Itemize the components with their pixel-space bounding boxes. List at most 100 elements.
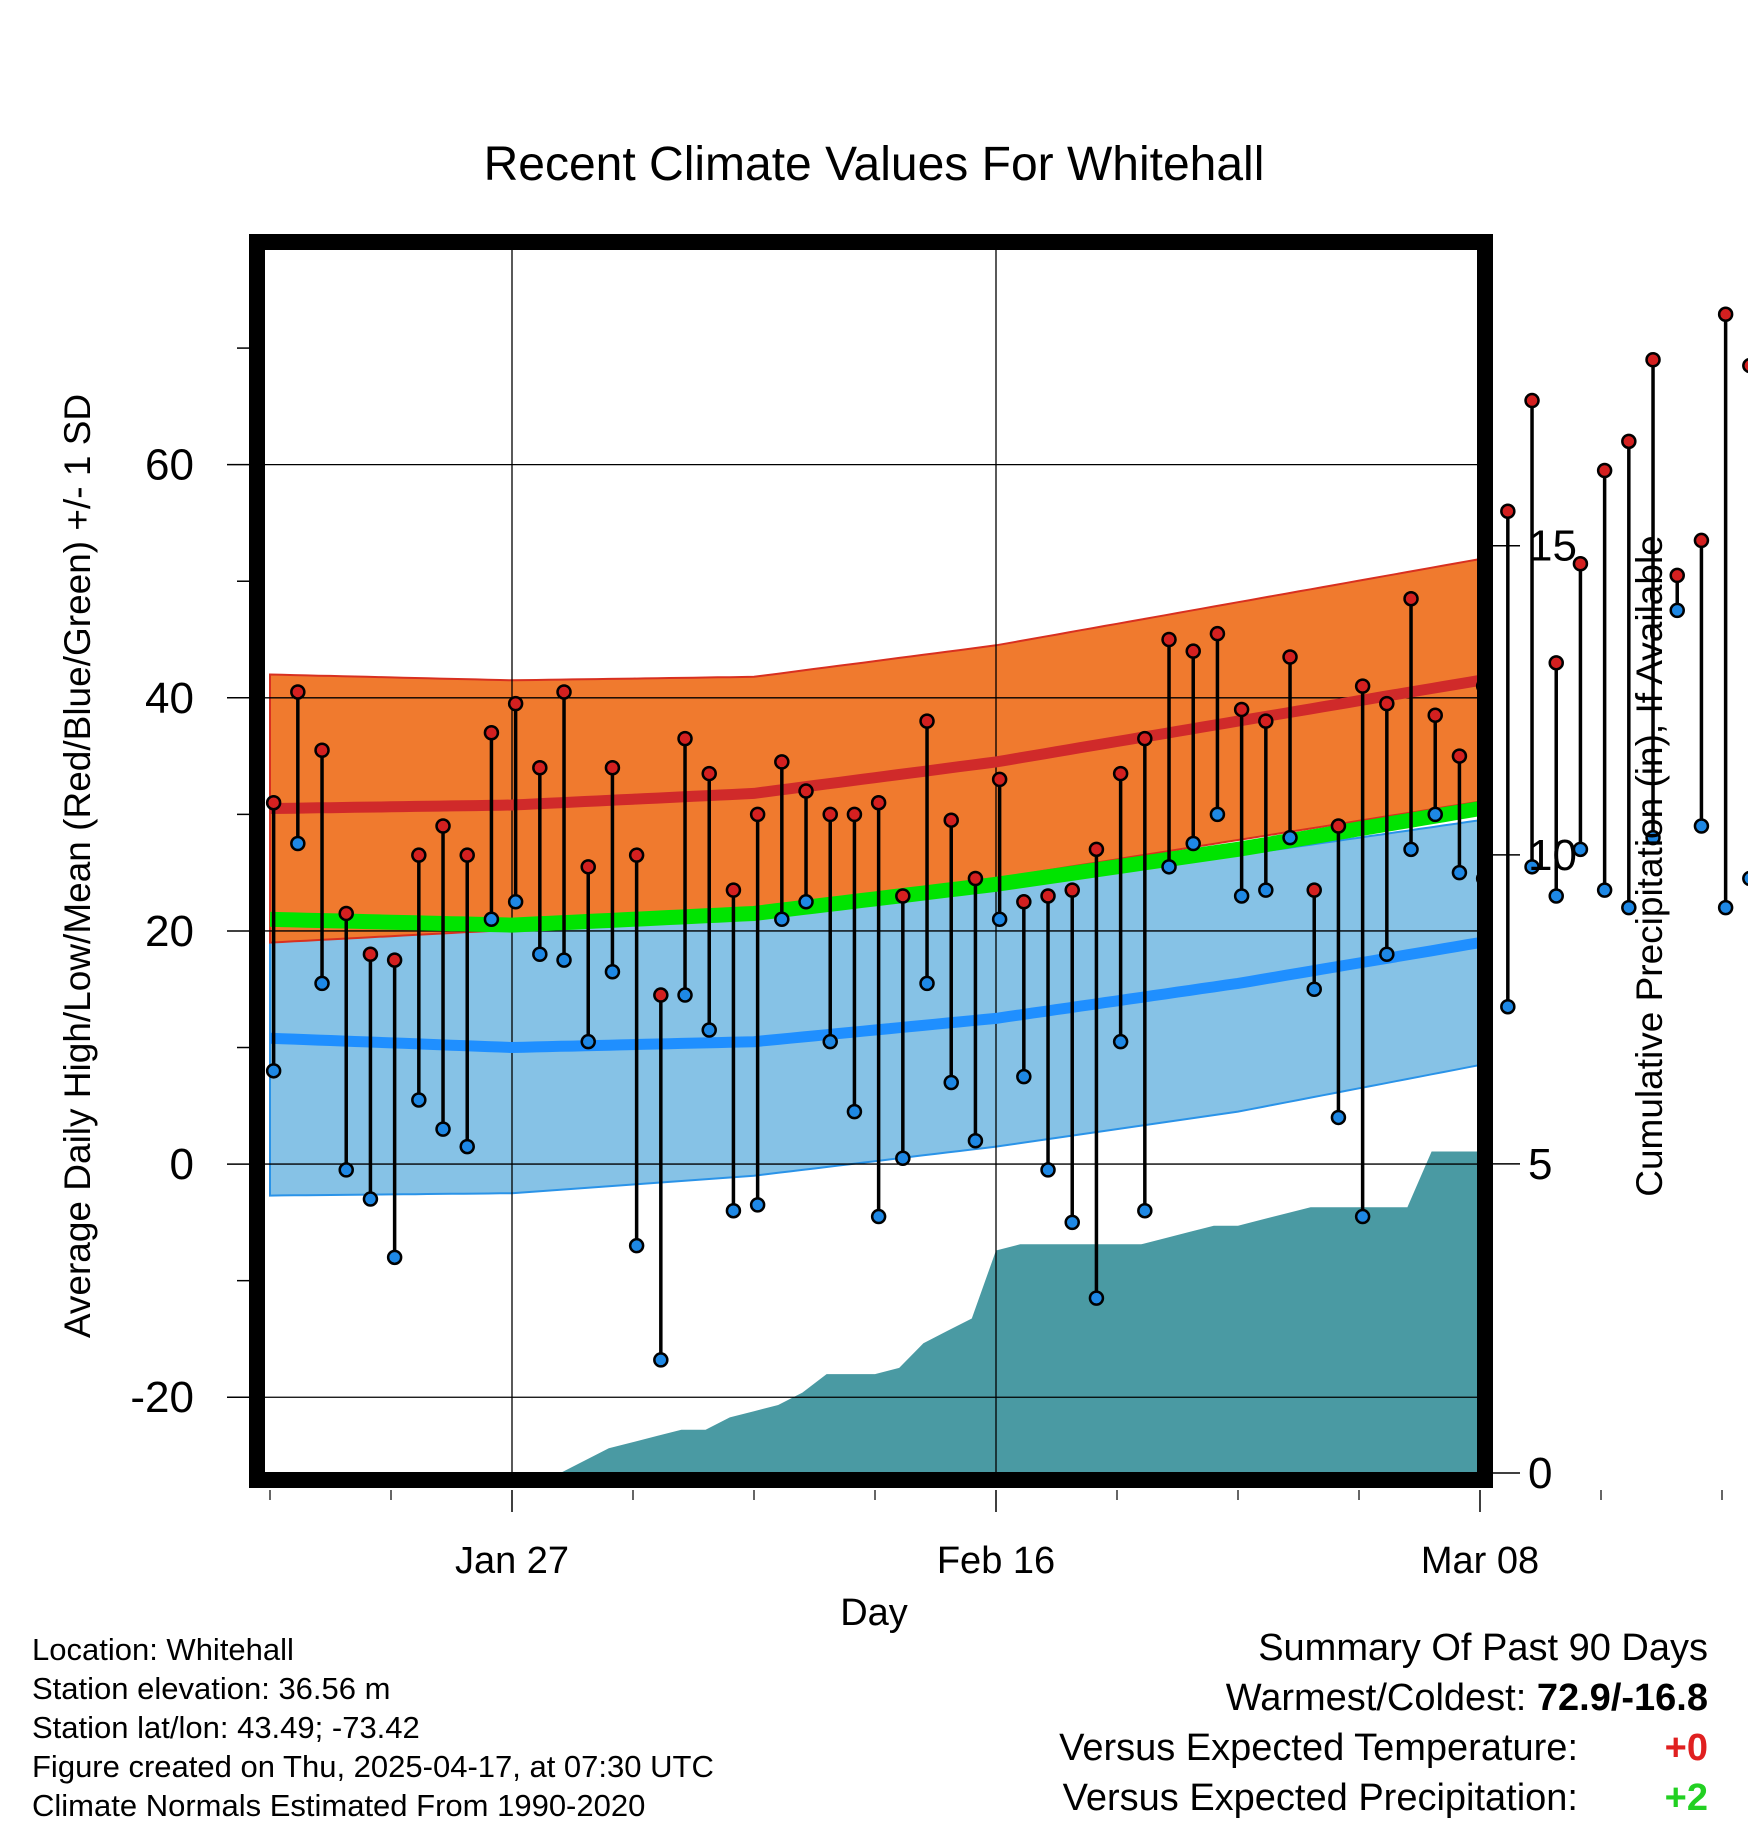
daily-low-point: [1016, 1068, 1032, 1085]
daily-low-point: [1185, 835, 1201, 852]
daily-low-point: [386, 1249, 403, 1266]
daily-high-point: [1040, 888, 1056, 904]
y-axis-label: Average Daily High/Low/Mean (Red/Blue/Gr…: [57, 394, 98, 1338]
daily-low-point: [1403, 841, 1419, 858]
daily-high-point: [1185, 643, 1201, 659]
daily-high-point: [1621, 433, 1637, 450]
daily-high-point: [701, 765, 717, 782]
daily-high-point: [895, 888, 911, 904]
daily-low-point: [1040, 1162, 1056, 1178]
daily-low-point: [556, 952, 572, 968]
daily-high-point: [1379, 695, 1395, 712]
precip-area-layer: [270, 1151, 1478, 1473]
daily-low-point: [919, 975, 935, 992]
daily-low-point: [1742, 870, 1748, 887]
daily-low-point: [677, 987, 693, 1003]
daily-high-point: [798, 783, 814, 799]
normal-high-line: [269, 675, 1478, 814]
daily-high-point: [749, 806, 766, 823]
normals-line-layer: [269, 675, 1478, 1054]
daily-high-point: [677, 730, 693, 747]
x-tick-label: Jan 27: [455, 1540, 569, 1582]
daily-high-point: [1500, 503, 1516, 520]
x-axis-label: Day: [840, 1592, 908, 1634]
daily-low-point: [1064, 1214, 1080, 1231]
y2-tick-label: 0: [1528, 1449, 1552, 1498]
daily-low-point: [628, 1237, 645, 1254]
daily-low-point: [725, 1202, 742, 1219]
daily-high-point: [604, 759, 621, 776]
y-tick-label: 20: [145, 907, 194, 956]
daily-high-point: [1742, 358, 1748, 374]
daily-low-point: [653, 1352, 669, 1368]
warmest-coldest-values: 72.9/-16.8: [1536, 1677, 1708, 1719]
x-tick-label: Feb 16: [937, 1540, 1055, 1582]
daily-low-point: [749, 1197, 766, 1213]
daily-high-point: [265, 794, 282, 811]
daily-low-point: [265, 1063, 282, 1079]
daily-low-point: [314, 975, 330, 992]
daily-low-point: [870, 1208, 887, 1225]
daily-low-point: [1233, 888, 1250, 904]
temp-vs-expected-row: Versus Expected Temperature: +0: [808, 1723, 1708, 1773]
daily-low-point: [338, 1162, 354, 1178]
daily-high-point: [507, 695, 524, 712]
daily-high-point: [1717, 306, 1734, 323]
daily-high-point: [1403, 590, 1419, 607]
latlon-text: Station lat/lon: 43.49; -73.42: [32, 1710, 420, 1745]
daily-high-point: [1088, 841, 1105, 858]
y2-tick-label: 10: [1528, 831, 1577, 880]
warmest-coldest-row: Warmest/Coldest: 72.9/-16.8: [808, 1673, 1708, 1723]
daily-low-point: [1330, 1109, 1347, 1126]
daily-high-point: [1645, 351, 1661, 368]
daily-high-point: [1016, 894, 1032, 910]
daily-high-point: [1548, 655, 1564, 671]
daily-high-point: [386, 952, 403, 968]
daily-low-point: [604, 963, 621, 980]
daily-high-point: [483, 725, 500, 741]
daily-high-point: [1258, 713, 1274, 729]
daily-low-point: [1621, 899, 1637, 916]
daily-low-point: [532, 946, 548, 963]
daily-high-point: [1354, 678, 1371, 694]
daily-high-point: [1451, 748, 1468, 764]
daily-high-point: [435, 818, 451, 834]
daily-high-point: [1209, 625, 1226, 642]
daily-low-point: [459, 1138, 475, 1155]
daily-low-point: [1717, 899, 1734, 916]
daily-high-point: [362, 946, 379, 963]
daily-high-point: [580, 859, 596, 875]
daily-high-point: [774, 754, 790, 770]
y-tick-label: -20: [130, 1373, 194, 1422]
y2-tick-label: 15: [1528, 522, 1577, 571]
daily-low-point: [895, 1150, 911, 1167]
daily-low-point: [362, 1191, 379, 1207]
daily-high-point: [314, 742, 330, 759]
daily-low-point: [1282, 829, 1298, 846]
daily-low-point: [1379, 946, 1395, 963]
daily-low-point: [943, 1074, 959, 1091]
y-tick-label: 60: [145, 441, 194, 490]
precip-vs-expected-row: Versus Expected Precipitation: +2: [808, 1773, 1708, 1823]
normal-mean-line: [269, 801, 1478, 933]
daily-low-point: [1258, 882, 1274, 898]
daily-high-point: [1233, 701, 1250, 718]
daily-high-point: [1161, 631, 1177, 648]
daily-dots-layer: [265, 306, 1748, 1368]
daily-low-point: [1161, 859, 1177, 875]
y2-tick-label: 5: [1528, 1140, 1552, 1189]
daily-low-point: [580, 1033, 596, 1050]
daily-low-point: [1427, 806, 1443, 823]
daily-low-point: [846, 1103, 863, 1120]
daily-high-point: [1137, 730, 1153, 747]
daily-high-point: [1572, 555, 1589, 572]
daily-low-point: [1088, 1290, 1105, 1306]
daily-low-point: [967, 1133, 984, 1149]
daily-high-point: [919, 713, 935, 729]
normal-low-line: [269, 937, 1478, 1054]
temp-vs-expected-value: +0: [1664, 1727, 1708, 1769]
daily-high-point: [822, 806, 838, 823]
daily-high-point: [870, 794, 887, 811]
daily-high-point: [846, 806, 863, 823]
